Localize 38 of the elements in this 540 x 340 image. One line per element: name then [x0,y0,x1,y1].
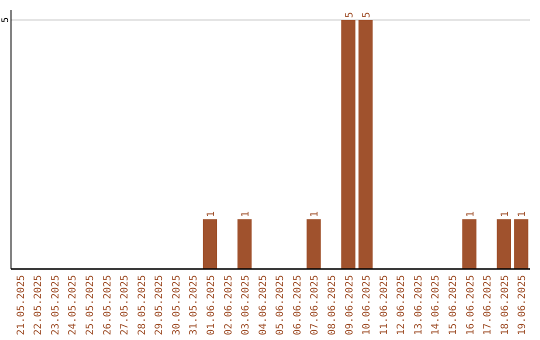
data-label: 1 [206,211,217,218]
x-tick-label: 17.06.2025 [482,275,494,336]
x-tick-label: 15.06.2025 [448,275,460,336]
x-tick-label: 11.06.2025 [378,275,390,336]
data-label: 1 [310,211,321,218]
x-tick-label: 31.05.2025 [188,275,200,336]
x-tick-label: 27.05.2025 [120,275,131,336]
x-tick-label: 22.05.2025 [33,275,44,336]
x-tick-label: 30.05.2025 [171,275,182,336]
x-tick-label: 05.06.2025 [275,275,286,336]
x-tick-label: 16.06.2025 [465,275,476,336]
data-label: 5 [362,12,373,18]
x-tick-label: 10.06.2025 [362,275,373,336]
x-tick-label: 04.06.2025 [258,275,269,336]
x-tick-label: 19.06.2025 [517,275,528,336]
x-tick-label: 23.05.2025 [50,275,62,336]
x-tick-label: 06.06.2025 [292,275,304,336]
x-tick-label: 02.06.2025 [223,275,234,336]
x-tick-label: 21.05.2025 [16,275,27,336]
x-tick-label: 29.05.2025 [154,275,166,336]
x-tick-label: 13.06.2025 [413,275,424,336]
x-tick-label: 14.06.2025 [430,275,442,336]
x-tick-label: 24.05.2025 [68,275,79,336]
x-tick-label: 28.05.2025 [136,275,148,336]
x-tick-label: 01.06.2025 [206,275,217,336]
data-label: 1 [500,211,511,218]
data-label: 5 [344,12,356,18]
data-label: 1 [517,211,528,218]
data-label: 1 [465,211,476,218]
x-tick-label: 09.06.2025 [344,275,356,336]
x-tick-label: 03.06.2025 [240,275,252,336]
x-tick-label: 25.05.2025 [84,275,96,336]
x-tick-label: 18.06.2025 [500,275,511,336]
x-tick-label: 26.05.2025 [102,275,114,336]
x-tick-label: 07.06.2025 [310,275,321,336]
data-label: 1 [240,211,252,218]
x-tick-label: 12.06.2025 [396,275,408,336]
x-tick-label: 08.06.2025 [327,275,338,336]
